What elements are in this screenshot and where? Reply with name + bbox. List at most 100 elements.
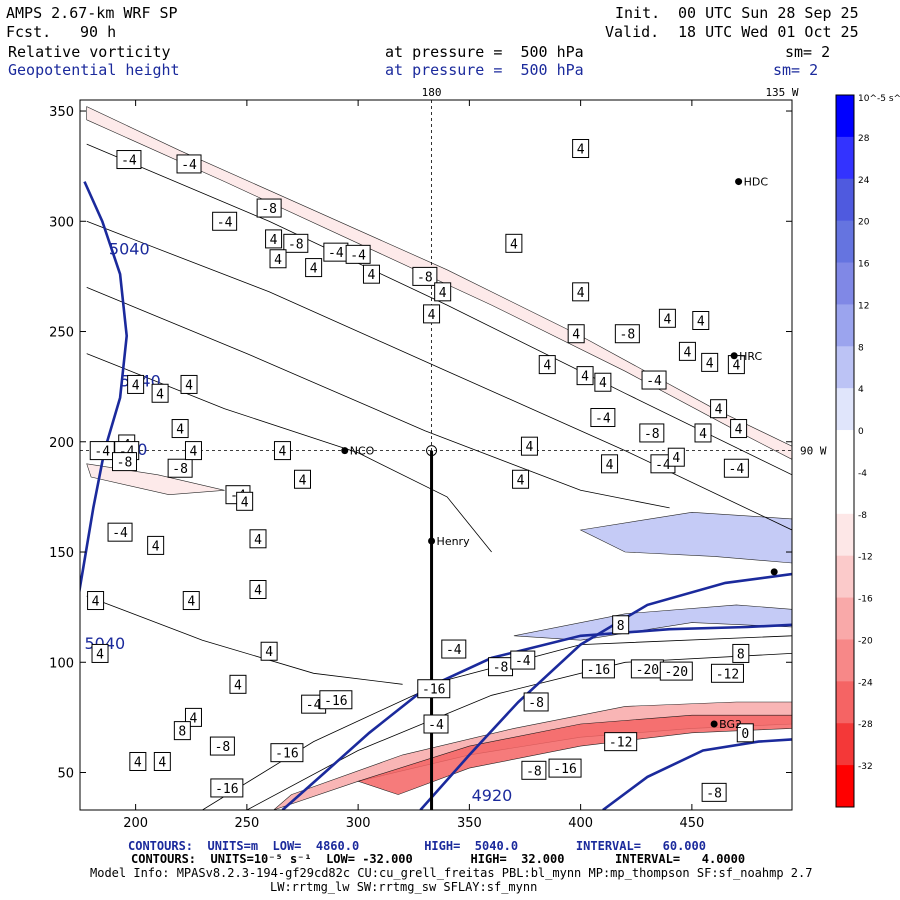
- colorbar: 10^-5 s^-1 28 24 20 16 12 8 4 0 -4 -8 -12 -16 -20 -24 -…: [835, 94, 900, 808]
- contour-label-value: 4: [152, 539, 160, 554]
- contour-label-56: 4: [182, 591, 200, 611]
- height-contour-0: [80, 181, 129, 596]
- contour-label-81: 4: [129, 751, 147, 771]
- contour-label-7: -4: [345, 244, 371, 264]
- contour-label-value: 4: [368, 268, 376, 283]
- contour-label-57: 4: [91, 643, 109, 663]
- contour-label-value: 4: [254, 533, 262, 548]
- contour-label-box: [171, 419, 189, 439]
- contour-label-box: [523, 692, 549, 712]
- contour-label-85: 8: [612, 615, 630, 635]
- contour-label-box: [614, 324, 640, 344]
- contour-label-71: -12: [710, 663, 744, 683]
- contour-label-value: -20: [636, 663, 659, 678]
- contour-label-box: [167, 458, 193, 478]
- contour-label-box: [91, 643, 109, 663]
- y-tick-label-150: 150: [49, 546, 74, 561]
- init-time: 00 UTC Sun 28 Sep 25: [678, 4, 859, 22]
- model-info: Model Info: MPASv8.2.3-194-gf29cd82c CU:…: [90, 866, 813, 880]
- contour-label-value: -4: [515, 654, 531, 669]
- x-tick-label-250: 250: [234, 816, 259, 831]
- vorticity-contour-line-0: [86, 143, 792, 476]
- contour-label-value: -4: [595, 412, 611, 427]
- edge-label-90w: 90 W: [800, 445, 827, 458]
- contour-label-box: [153, 751, 171, 771]
- contour-label-box: [667, 447, 685, 467]
- contour-label-39: -4: [89, 441, 115, 461]
- contour-label-16: -8: [614, 324, 640, 344]
- contour-label-value: -4: [729, 462, 745, 477]
- contour-label-30: -8: [639, 423, 665, 443]
- colorbar-tick-label--4: -4: [858, 469, 867, 479]
- vorticity-contour-line-4: [246, 653, 792, 810]
- height-contour-1: [419, 572, 792, 810]
- colorbar-tick-label-8: 8: [858, 343, 864, 353]
- contour-label-value: 4: [572, 328, 580, 343]
- height-contour-3: [602, 738, 792, 810]
- contour-label-box: [423, 714, 449, 734]
- contour-label-13: 4: [434, 282, 452, 302]
- contour-label-box: [678, 341, 696, 361]
- valid-time: 18 UTC Wed 01 Oct 25: [678, 23, 859, 41]
- contour-label-value: 4: [517, 473, 525, 488]
- contour-label-54: 4: [667, 447, 685, 467]
- contour-label-14: 4: [505, 233, 523, 253]
- contour-label-9: 4: [305, 258, 323, 278]
- contour-label-19: 4: [692, 310, 710, 330]
- contour-label-35: 4: [180, 374, 198, 394]
- contour-label-23: 4: [594, 372, 612, 392]
- contour-label-75: -8: [209, 736, 235, 756]
- contour-label-value: 4: [663, 312, 671, 327]
- colorbar-swatch: [836, 262, 854, 305]
- colorbar-swatch: [836, 304, 854, 347]
- contour-label-box: [701, 782, 727, 802]
- vorticity-contour-info: CONTOURS: UNITS=10⁻⁵ s⁻¹ LOW= -32.000 HI…: [131, 852, 746, 866]
- contour-label-box: [594, 372, 612, 392]
- contour-label-box: [572, 282, 590, 302]
- contour-label-87: 4: [572, 139, 590, 159]
- contour-label-box: [521, 760, 547, 780]
- contour-label-value: 4: [190, 711, 198, 726]
- contour-label-value: 4: [190, 445, 198, 460]
- contour-label-box: [345, 244, 371, 264]
- contour-label-value: 4: [96, 647, 104, 662]
- contour-label-value: -8: [644, 427, 660, 442]
- contour-label-box: [604, 732, 638, 752]
- contour-label-box: [730, 419, 748, 439]
- height-label-4: 4920: [472, 786, 513, 805]
- contour-label-76: -16: [270, 743, 304, 763]
- contour-label-box: [567, 324, 585, 344]
- contour-label-value: 4: [279, 445, 287, 460]
- contour-label-box: [732, 643, 750, 663]
- contour-label-value: 4: [310, 262, 318, 277]
- colorbar-tick-label--12: -12: [858, 553, 873, 563]
- contour-label-box: [269, 249, 287, 269]
- colorbar-tick-label--32: -32: [858, 762, 873, 772]
- contour-label-34: 4: [151, 383, 169, 403]
- contour-label-box: [256, 198, 282, 218]
- colorbar-tick-label-20: 20: [858, 218, 870, 228]
- vorticity-contour-line-2: [86, 287, 670, 509]
- contour-label-value: -4: [646, 374, 662, 389]
- contour-label-box: [260, 641, 278, 661]
- contour-label-value: 4: [526, 440, 534, 455]
- contour-label-value: -12: [609, 736, 632, 751]
- contour-label-box: [229, 674, 247, 694]
- contour-label-box: [659, 661, 693, 681]
- contour-label-box: [692, 310, 710, 330]
- contour-label-box: [305, 258, 323, 278]
- contour-label-value: -4: [94, 445, 110, 460]
- contour-label-value: 4: [577, 143, 585, 158]
- contour-label-29: -4: [590, 408, 616, 428]
- contour-label-59: 4: [249, 580, 267, 600]
- contour-label-box: [294, 469, 311, 489]
- contour-label-24: -4: [641, 370, 667, 390]
- contour-label-box: [641, 370, 667, 390]
- x-tick-label-200: 200: [123, 816, 148, 831]
- contour-label-value: -16: [553, 762, 576, 777]
- colorbar-swatch: [836, 471, 854, 515]
- colorbar-swatch: [836, 220, 854, 264]
- contour-label-box: [710, 663, 744, 683]
- colorbar-swatch: [836, 388, 854, 431]
- station-bg2: BG2: [710, 718, 742, 731]
